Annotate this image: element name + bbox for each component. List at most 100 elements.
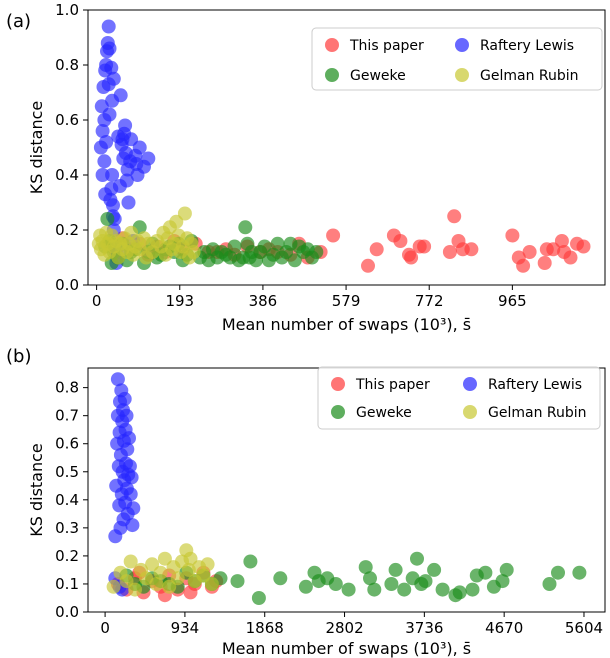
legend-marker-gelman-rubin [463,405,477,419]
y-tick-label: 0.3 [55,519,79,537]
data-point-geweke [384,577,399,591]
y-tick-label: 0.1 [55,575,79,593]
data-point-gelman-rubin [145,557,160,572]
x-tick-label: 772 [415,292,444,310]
series-gelman-rubin [106,543,219,597]
data-point-gelman-rubin [170,571,185,586]
y-tick-label: 0.4 [55,491,79,509]
data-point-raftery-lewis [118,118,133,133]
legend-marker-gelman-rubin [455,68,469,82]
x-tick-label: 3736 [405,619,443,637]
panel-label-b: (b) [6,346,31,367]
data-point-geweke [227,239,242,254]
data-point-raftery-lewis [121,195,136,210]
data-point-this-paper [361,258,375,273]
legend-marker-raftery-lewis [463,377,477,391]
legend-marker-raftery-lewis [455,38,469,52]
legend-label-gelman-rubin: Gelman Rubin [488,405,587,421]
data-point-gelman-rubin [196,568,211,583]
data-point-geweke [238,220,253,235]
y-tick-label: 0.6 [55,435,79,453]
scatter-panel-b: 0 934 1868 2802 3736 4670 5604 0.0 0.1 0.2 0.3 0.4 0… [27,366,606,658]
data-point-raftery-lewis [117,391,132,406]
x-tick-label: 5604 [565,619,603,637]
data-point-this-paper [546,242,561,257]
data-point-raftery-lewis [123,487,138,502]
data-point-geweke [397,582,412,597]
y-tick-label: 1.0 [55,1,79,19]
x-tick-label: 193 [165,292,194,310]
data-point-raftery-lewis [126,501,141,516]
data-point-gelman-rubin [157,551,172,566]
x-tick-label: 0 [100,619,110,637]
data-point-this-paper [404,250,419,265]
y-tick-label: 0.0 [55,603,79,621]
data-point-geweke [435,582,450,597]
data-point-geweke [410,551,424,566]
data-point-raftery-lewis [102,107,117,122]
data-point-raftery-lewis [125,518,140,533]
data-point-raftery-lewis [141,151,156,166]
data-point-raftery-lewis [99,135,114,149]
data-point-this-paper [442,245,457,259]
data-point-raftery-lewis [120,442,135,457]
y-axis-label: KS distance [27,101,46,195]
x-tick-label: 965 [498,292,527,310]
data-point-this-paper [369,242,384,257]
data-point-raftery-lewis [122,459,137,474]
data-point-geweke [298,579,313,594]
data-point-geweke [499,562,514,577]
data-point-this-paper [537,256,552,270]
scatter-panel-a: 0 193 386 579 772 965 0.0 0.2 0.4 0.6 0.8 1.0 Mean n… [27,1,606,334]
y-tick-label: 0.0 [55,276,79,294]
data-point-gelman-rubin [128,582,142,597]
x-tick-label: 2802 [325,619,363,637]
legend: This paper Raftery Lewis Geweke Gelman Rubi… [311,27,603,91]
data-point-geweke [542,577,557,591]
data-point-raftery-lewis [106,198,120,213]
data-point-geweke [452,585,467,600]
data-point-geweke [388,562,403,577]
y-tick-label: 0.2 [55,221,79,239]
x-tick-label: 0 [92,292,102,310]
legend-marker-this-paper [325,38,339,52]
data-point-gelman-rubin [139,571,154,586]
x-tick-label: 934 [171,619,200,637]
data-point-this-paper [417,239,432,254]
data-point-geweke [572,565,587,580]
data-point-raftery-lewis [113,88,128,103]
y-tick-label: 0.4 [55,166,79,184]
data-point-geweke [418,574,433,589]
y-tick-label: 0.2 [55,547,79,565]
data-point-this-paper [464,242,479,257]
data-point-this-paper [505,228,520,243]
data-point-geweke [363,571,377,586]
data-point-raftery-lewis [124,470,139,485]
data-point-gelman-rubin [200,557,215,572]
legend-marker-this-paper [331,377,345,391]
y-tick-label: 0.5 [55,463,79,481]
y-axis-label: KS distance [27,443,46,537]
data-point-raftery-lewis [95,124,110,138]
data-point-gelman-rubin [204,577,219,591]
y-tick-label: 0.6 [55,111,79,129]
x-tick-label: 1868 [246,619,284,637]
data-point-raftery-lewis [105,168,120,182]
x-axis-label: Mean number of swaps (10³), s̄ [222,639,471,658]
data-point-this-paper [447,209,462,224]
data-point-this-paper [326,228,341,243]
x-axis-label: Mean number of swaps (10³), s̄ [222,315,471,334]
y-tick-label: 0.8 [55,56,79,74]
data-point-geweke [309,245,324,259]
data-point-this-paper [554,234,569,248]
legend-label-raftery-lewis: Raftery Lewis [480,38,574,54]
data-point-geweke [478,565,493,580]
data-point-this-paper [183,585,198,600]
data-point-gelman-rubin [153,565,168,580]
data-point-raftery-lewis [97,154,112,169]
data-point-this-paper [516,258,531,273]
data-point-geweke [287,253,302,268]
legend-frame [311,27,603,91]
legend-label-raftery-lewis: Raftery Lewis [488,377,582,393]
